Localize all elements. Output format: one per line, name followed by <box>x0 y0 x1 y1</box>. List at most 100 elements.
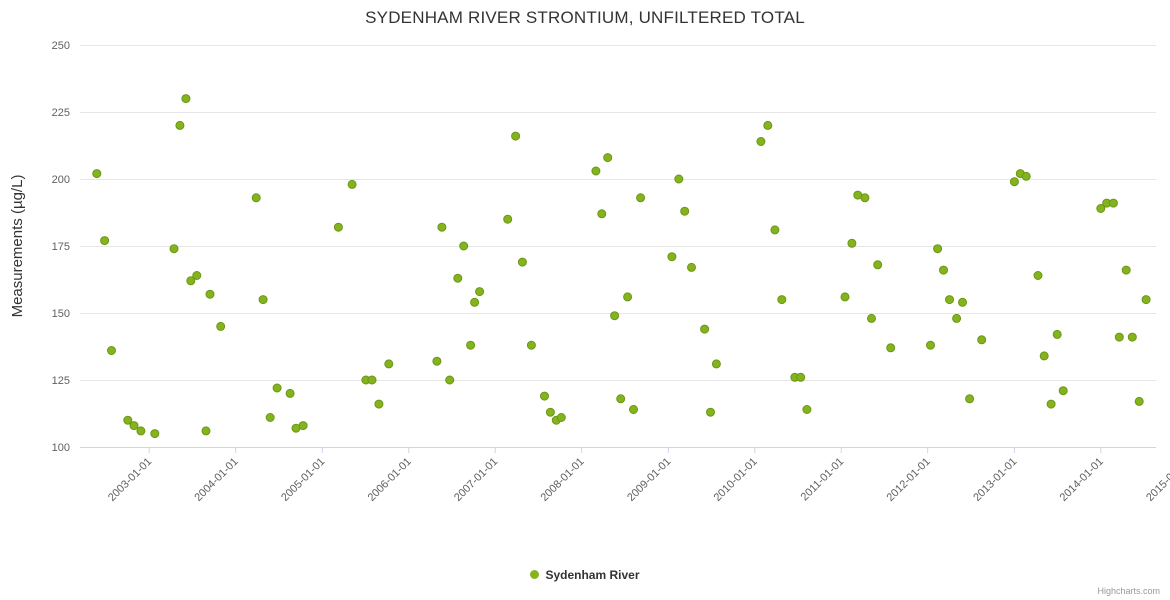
data-point[interactable] <box>437 222 447 232</box>
data-point[interactable] <box>667 252 677 262</box>
data-point[interactable] <box>591 166 601 176</box>
data-point[interactable] <box>175 120 185 130</box>
data-point[interactable] <box>367 375 377 385</box>
y-axis-tick-label: 100 <box>52 442 70 454</box>
data-point[interactable] <box>1108 198 1118 208</box>
data-point[interactable] <box>181 94 191 104</box>
data-point[interactable] <box>150 429 160 439</box>
y-axis-tick-label: 225 <box>52 107 70 119</box>
data-point[interactable] <box>616 394 626 404</box>
data-point[interactable] <box>840 292 850 302</box>
data-point[interactable] <box>1039 351 1049 361</box>
data-point[interactable] <box>1141 295 1151 305</box>
data-point[interactable] <box>1134 396 1144 406</box>
legend-item-sydenham-river[interactable]: Sydenham River <box>530 567 640 582</box>
data-point[interactable] <box>1009 177 1019 187</box>
data-point[interactable] <box>475 287 485 297</box>
data-point[interactable] <box>926 340 935 350</box>
data-point[interactable] <box>192 271 202 280</box>
data-point[interactable] <box>123 415 133 425</box>
data-point[interactable] <box>107 346 116 355</box>
data-point[interactable] <box>939 265 948 275</box>
data-point[interactable] <box>636 193 646 203</box>
data-point[interactable] <box>511 131 521 141</box>
data-point[interactable] <box>629 405 638 414</box>
data-point[interactable] <box>770 225 780 235</box>
data-point[interactable] <box>298 421 308 431</box>
x-axis-tick-label: 2009-01-01 <box>625 456 673 504</box>
data-point[interactable] <box>556 413 566 422</box>
data-point[interactable] <box>777 295 787 305</box>
data-point[interactable] <box>251 193 261 203</box>
data-point[interactable] <box>526 340 536 350</box>
data-point[interactable] <box>847 238 857 248</box>
data-point[interactable] <box>1114 332 1124 342</box>
data-point[interactable] <box>958 297 967 307</box>
data-point[interactable] <box>136 426 146 436</box>
data-point[interactable] <box>374 399 384 409</box>
data-point[interactable] <box>503 214 513 224</box>
data-point[interactable] <box>965 394 975 404</box>
data-point[interactable] <box>1033 271 1043 280</box>
data-point[interactable] <box>674 174 684 184</box>
data-point[interactable] <box>610 311 620 321</box>
data-point[interactable] <box>100 236 110 246</box>
highcharts-credits-link[interactable]: Highcharts.com <box>1097 586 1160 596</box>
data-point[interactable] <box>867 313 876 323</box>
data-point[interactable] <box>933 244 943 254</box>
y-axis-title: Measurements (µg/L) <box>9 175 26 318</box>
data-point[interactable] <box>205 289 215 299</box>
data-point[interactable] <box>756 137 766 146</box>
data-point[interactable] <box>459 241 469 251</box>
data-point[interactable] <box>265 413 275 422</box>
data-point[interactable] <box>384 359 394 369</box>
data-point[interactable] <box>886 343 896 353</box>
data-point[interactable] <box>216 321 226 331</box>
data-point[interactable] <box>687 262 696 272</box>
x-axis-tick-label: 2015-01-01 <box>1144 456 1170 504</box>
data-point[interactable] <box>92 169 102 179</box>
data-point[interactable] <box>1096 204 1106 213</box>
data-point[interactable] <box>977 335 987 345</box>
data-point[interactable] <box>201 426 211 436</box>
data-point[interactable] <box>1046 399 1056 409</box>
data-point[interactable] <box>186 276 196 286</box>
data-point[interactable] <box>466 340 476 350</box>
y-axis-tick-label: 125 <box>52 375 70 387</box>
data-point[interactable] <box>258 295 268 305</box>
data-point[interactable] <box>952 313 962 323</box>
data-point[interactable] <box>347 179 357 189</box>
data-point[interactable] <box>272 383 282 393</box>
data-point[interactable] <box>540 391 549 401</box>
data-point[interactable] <box>1127 332 1137 342</box>
data-point[interactable] <box>623 292 633 302</box>
legend-label: Sydenham River <box>545 567 640 582</box>
data-point[interactable] <box>1021 171 1031 181</box>
data-point[interactable] <box>1052 329 1062 339</box>
data-point[interactable] <box>1121 265 1131 275</box>
data-point[interactable] <box>432 356 442 366</box>
data-point[interactable] <box>945 295 954 305</box>
data-point[interactable] <box>517 257 527 267</box>
data-point[interactable] <box>453 273 463 283</box>
data-point[interactable] <box>603 153 613 163</box>
data-point[interactable] <box>129 421 139 431</box>
data-point[interactable] <box>802 405 812 414</box>
data-point[interactable] <box>169 244 179 254</box>
data-point[interactable] <box>711 359 721 369</box>
data-point[interactable] <box>763 120 773 130</box>
data-point[interactable] <box>706 407 715 417</box>
data-point[interactable] <box>796 372 806 382</box>
data-point[interactable] <box>597 209 607 219</box>
x-axis-tick-label: 2014-01-01 <box>1058 456 1106 504</box>
data-point[interactable] <box>285 388 295 398</box>
data-point[interactable] <box>333 222 343 232</box>
data-point[interactable] <box>445 375 455 385</box>
data-point[interactable] <box>873 260 883 270</box>
data-point[interactable] <box>1058 386 1068 396</box>
data-point[interactable] <box>545 407 555 417</box>
data-point[interactable] <box>700 324 710 334</box>
data-point[interactable] <box>860 193 870 203</box>
data-point[interactable] <box>680 206 690 216</box>
data-point[interactable] <box>470 297 480 307</box>
